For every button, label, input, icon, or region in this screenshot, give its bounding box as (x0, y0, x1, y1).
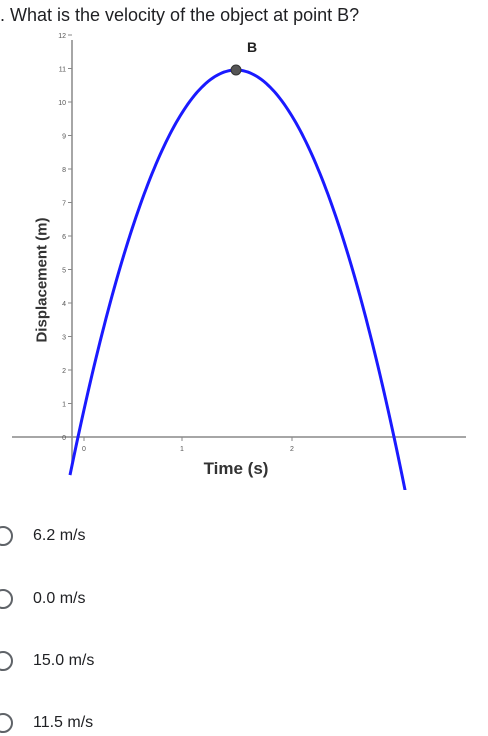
y-tick-label: 5 (62, 268, 66, 275)
option-2[interactable]: 0.0 m/s (0, 586, 85, 612)
y-tick-label: 6 (62, 234, 66, 241)
option-label: 15.0 m/s (33, 652, 95, 669)
radio-button[interactable] (0, 526, 13, 546)
x-tick-label: 2 (290, 446, 294, 453)
y-tick-label: 8 (62, 167, 66, 174)
y-tick-label: 0 (62, 435, 66, 442)
option-label: 6.2 m/s (33, 527, 86, 544)
y-tick-label: 12 (58, 33, 66, 40)
y-tick-label: 4 (62, 301, 66, 308)
y-tick-label: 11 (59, 67, 66, 74)
radio-button[interactable] (0, 713, 13, 733)
option-1[interactable]: 6.2 m/s (0, 523, 85, 549)
y-tick-label: 9 (62, 134, 66, 141)
x-tick-group: 0 1 2 (82, 437, 294, 453)
y-tick-label: 3 (62, 335, 66, 342)
option-3[interactable]: 15.0 m/s (0, 648, 94, 674)
option-label: 0.0 m/s (33, 590, 86, 607)
displacement-curve (68, 68, 407, 490)
y-tick-label: 2 (62, 368, 66, 375)
y-tick-label: 7 (62, 201, 66, 208)
option-label: 11.5 m/s (33, 714, 94, 731)
y-axis-label-wrap: Displacement (m) (24, 170, 60, 390)
point-b-marker (230, 64, 242, 76)
y-tick-label: 10 (58, 100, 66, 107)
x-axis-label: Time (s) (204, 459, 269, 478)
y-tick-label: 1 (62, 402, 66, 409)
question-text: . What is the velocity of the object at … (0, 5, 360, 25)
x-tick-label: 0 (82, 446, 86, 453)
point-b-label: B (247, 39, 257, 55)
y-axis-label: Displacement (m) (33, 217, 51, 343)
radio-button[interactable] (0, 589, 13, 609)
radio-button[interactable] (0, 651, 13, 671)
option-4[interactable]: 11.5 m/s (0, 710, 93, 736)
x-tick-label: 1 (180, 446, 184, 453)
